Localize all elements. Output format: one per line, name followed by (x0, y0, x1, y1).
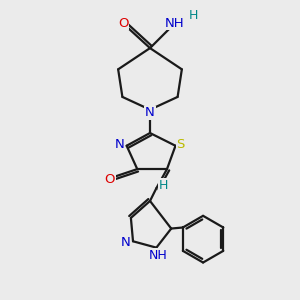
Text: O: O (104, 173, 115, 186)
Text: N: N (145, 106, 155, 119)
Text: N: N (121, 236, 130, 249)
Text: H: H (159, 178, 169, 191)
Text: H: H (189, 9, 198, 22)
Text: NH: NH (149, 249, 168, 262)
Text: N: N (114, 138, 124, 151)
Text: NH: NH (165, 16, 184, 29)
Text: O: O (118, 16, 129, 29)
Text: S: S (177, 138, 185, 151)
